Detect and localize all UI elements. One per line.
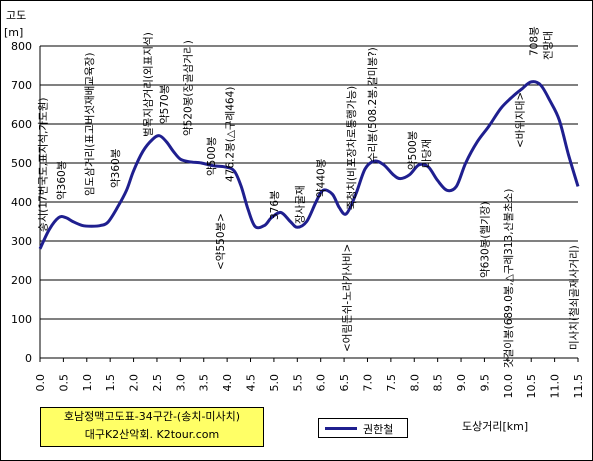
- y-tick-label: 200: [11, 274, 32, 287]
- annotation-label: 전망대: [543, 31, 555, 60]
- x-tick-label: 1.5: [104, 374, 117, 392]
- y-tick-label: 300: [11, 235, 32, 248]
- elevation-line: [38, 80, 580, 250]
- x-tick-label: 10.0: [502, 374, 515, 399]
- y-tick-label: 0: [25, 352, 32, 365]
- annotation-label: 마당재: [421, 139, 433, 168]
- y-tick-label: 800: [11, 40, 32, 53]
- x-tick-label: 3.0: [174, 374, 187, 392]
- annotation-label: 약500봉: [407, 130, 419, 170]
- annotation-label: 약520봉(장골삼거리): [182, 40, 194, 136]
- annotation-label: 갓걸이봉(689.0봉,△구례313,산불초소): [502, 189, 515, 368]
- y-axis-title: 고도: [6, 9, 26, 22]
- y-tick-label: 600: [11, 118, 32, 131]
- x-tick-label: 4.5: [245, 374, 258, 392]
- annotation-label: 476.2봉(△구례464): [224, 87, 236, 182]
- chart-subtitle: 대구K2산악회. K2tour.com: [84, 428, 220, 441]
- x-tick-label: 8.0: [408, 374, 421, 392]
- legend-swatch: [325, 427, 357, 430]
- legend: 권한철: [318, 418, 408, 438]
- annotation-label: 송치(17번국도,표지석,가도원): [37, 98, 49, 233]
- x-tick-label: 3.5: [198, 374, 211, 392]
- chart-title: 호남정맥고도표-34구간-(송치-미사치): [63, 410, 241, 423]
- x-tick-label: 11.0: [549, 374, 562, 399]
- x-tick-label: 0.0: [34, 374, 47, 392]
- annotation-label: 약570봉: [159, 84, 171, 124]
- x-tick-label: 7.5: [385, 374, 398, 392]
- x-tick-label: 6.5: [338, 374, 351, 392]
- y-tick-label: 400: [11, 196, 32, 209]
- annotations: 송치(17번국도,표지석,가도원) 약360봉 임도삼거리(표고버섯재배교육장) 약3…: [37, 26, 580, 368]
- y-tick-label: 500: [11, 157, 32, 170]
- x-tick-label: 9.5: [478, 374, 491, 392]
- annotation-label: <어림든쉬-노라가사비>: [341, 244, 353, 352]
- annotation-label: 장사굴재: [295, 185, 307, 224]
- annotation-label: 수리봉(508.2봉,갈미봉?): [366, 47, 379, 162]
- x-tick-label: 0.5: [57, 374, 70, 392]
- annotation-label: <바위지대>: [514, 92, 527, 148]
- chart-title-box: 호남정맥고도표-34구간-(송치-미사치) 대구K2산악회. K2tour.co…: [40, 407, 264, 447]
- annotation-label: 임도삼거리(표고버섯재배교육장): [83, 53, 96, 196]
- annotation-label: 약630봉(헬기장): [479, 201, 491, 278]
- annotation-label: 376봉: [269, 190, 281, 220]
- x-tick-label: 11.5: [572, 374, 585, 399]
- legend-label: 권한철: [363, 423, 394, 436]
- grid-lines: [39, 45, 579, 362]
- annotation-label: 죽청치(비포장차로통행가능): [346, 86, 358, 210]
- x-tick-label: 5.0: [268, 374, 281, 392]
- x-tick-label: 8.5: [432, 374, 445, 392]
- annotation-label: 708봉: [529, 26, 541, 56]
- x-tick-label: 2.0: [128, 374, 141, 392]
- series-line: [38, 80, 580, 250]
- x-tick-label: 7.0: [361, 374, 374, 392]
- x-tick-label: 9.0: [455, 374, 468, 392]
- annotation-label: 약440봉: [316, 158, 328, 198]
- y-axis-unit: [m]: [4, 26, 23, 39]
- annotation-label: <약550봉>: [215, 213, 227, 270]
- y-tick-label: 100: [11, 313, 32, 326]
- x-tick-label: 6.0: [315, 374, 328, 392]
- y-tick-label: 700: [11, 79, 32, 92]
- x-tick-label: 5.5: [291, 374, 304, 392]
- annotation-label: 약500봉: [206, 136, 218, 176]
- annotation-label: 미사치(철쇠골재사거리): [568, 245, 580, 350]
- annotation-label: 벌목지삼거리(외표지석): [143, 32, 155, 137]
- x-axis-title: 도상거리[km]: [462, 420, 529, 433]
- annotation-label: 약360봉: [110, 148, 122, 188]
- x-tick-label: 1.0: [81, 374, 94, 392]
- x-tick-label: 2.5: [151, 374, 164, 392]
- annotation-label: 약360봉: [56, 160, 68, 200]
- tick-labels: 0 100 200 300 400 500 600 700 800 0.0 0.5 1.0 1.5 2.0…: [11, 40, 585, 399]
- x-tick-label: 10.5: [525, 374, 538, 399]
- x-tick-label: 4.0: [221, 374, 234, 392]
